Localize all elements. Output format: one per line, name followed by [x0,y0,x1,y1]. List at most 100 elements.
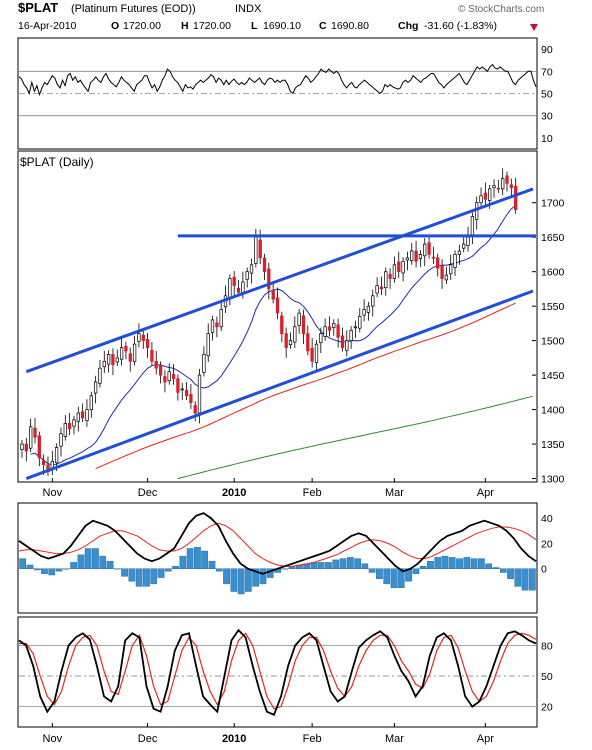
candle-body [466,236,470,246]
macd-histogram-bar [172,566,179,569]
candle-body [314,343,319,364]
macd-panel: 0 20 40 [18,512,553,595]
candle-body [98,367,102,384]
macd-histogram-bar [106,561,114,570]
macd-histogram-bar [26,564,34,569]
macd-histogram-bar [77,554,85,569]
stochastic-x-label: Nov [43,733,63,745]
stochastic-panel: 20 50 80 [18,628,553,717]
rsi-tick-label: 10 [541,133,553,145]
macd-histogram-bar [179,555,187,569]
macd-histogram-bar [252,568,260,587]
macd-histogram-bar [223,568,230,585]
lower-channel-line [25,289,534,480]
price-tick-label: 1400 [541,405,565,417]
macd-tick-label: 0 [541,564,547,576]
change-value: -31.60 (-1.83%) [424,20,497,32]
macd-histogram-bar [521,568,529,591]
candle-body [67,423,72,430]
rsi-line [18,63,537,97]
macd-histogram-bar [121,568,128,577]
candle-body [336,324,340,338]
open-value: 1720.00 [123,20,161,32]
macd-histogram-bar [412,568,420,575]
candle-body [388,274,392,279]
candle-body [436,257,440,269]
candle-body [54,447,59,464]
candle-body [327,326,332,331]
candle-body [488,188,492,201]
macd-histogram-bar [208,561,216,570]
candle-body [72,419,76,427]
candle-body [80,411,85,419]
macd-histogram-bar [186,548,194,569]
macd-histogram-bar [361,563,369,570]
candle-body [171,374,176,379]
candle-body [375,285,379,294]
high-value: 1720.00 [193,20,231,32]
macd-histogram-bar [463,557,471,570]
candle-body [340,335,345,348]
macd-histogram-bar [33,568,41,571]
macd-histogram-bar [244,568,252,592]
candle-body [197,374,202,414]
macd-histogram-bar [390,568,398,588]
candle-body [89,395,93,410]
candle-body [150,349,154,362]
candle-body [167,371,171,382]
candle-body [410,250,414,262]
candle-body [366,305,371,313]
price-tick-label: 1300 [541,474,565,486]
candle-body [111,354,115,366]
price-x-label: Mar [385,487,404,499]
candle-body [85,409,89,421]
candle-body [297,312,301,326]
macd-histogram-bar [19,558,27,569]
macd-histogram-bar [354,558,362,569]
candle-body [236,287,241,293]
macd-histogram-bar [84,548,92,569]
candle-body [193,405,197,414]
candle-body [254,236,258,264]
close-value: 1690.80 [331,20,369,32]
macd-histogram-bar [237,568,245,595]
candle-body [106,354,111,365]
macd-histogram-bar [470,558,478,569]
candle-body [423,243,427,257]
macd-histogram-bar [383,568,391,585]
change-label: Chg [398,20,418,32]
macd-line [18,512,537,575]
macd-histogram-bar [70,562,78,569]
candle-body [163,376,167,383]
candle-body [371,295,375,307]
candle-body [202,354,206,373]
candle-body [444,274,449,281]
candle-body [332,323,336,328]
ma-long-line [177,395,534,480]
down-arrow-icon [530,24,538,31]
instrument-name: (Platinum Futures (EOD)) [71,3,196,15]
macd-histogram-bar [427,561,434,570]
candle-body [284,333,288,348]
macd-histogram-bar [150,568,158,585]
candle-body [154,360,158,369]
candle-body [306,333,310,352]
candle-body [241,281,245,293]
price-tick-label: 1350 [541,439,565,451]
stockcharts-watermark: © StockCharts.com [458,4,544,15]
candle-body [262,257,267,273]
candle-body [392,264,397,279]
candle-body [301,315,306,335]
macd-histogram-bar [529,568,536,591]
price-x-label: Nov [43,487,63,499]
macd-histogram-bar [485,563,493,570]
stochastic-x-axis: Nov Dec 2010 Feb Mar Apr [43,723,494,745]
candle-body [76,412,80,422]
candle-body [483,192,488,200]
open-label: O [111,20,119,32]
price-x-label: Dec [138,487,158,499]
stochastic-tick-label: 20 [541,702,553,714]
macd-histogram-bar [201,550,209,569]
candle-body [119,347,124,360]
candle-body [275,297,280,314]
